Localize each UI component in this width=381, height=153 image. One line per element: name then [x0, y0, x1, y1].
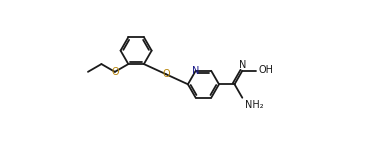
Text: O: O — [162, 69, 170, 79]
Text: OH: OH — [259, 65, 274, 75]
Text: O: O — [111, 67, 119, 77]
Text: N: N — [239, 60, 246, 70]
Text: N: N — [192, 66, 199, 76]
Text: NH₂: NH₂ — [245, 100, 264, 110]
